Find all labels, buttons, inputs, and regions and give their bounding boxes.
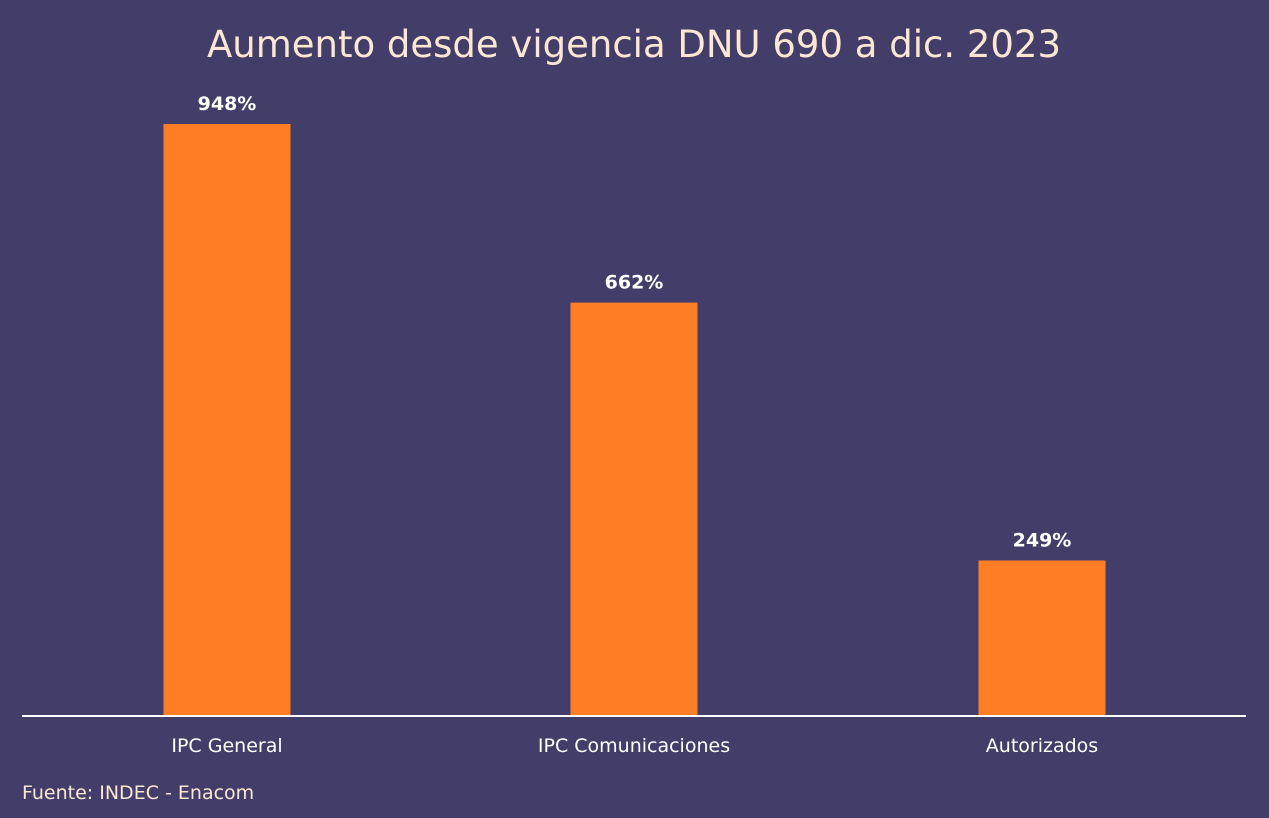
bars-group: 948% 662% 249% xyxy=(163,93,1106,716)
bar-2 xyxy=(570,302,698,716)
value-label-1: 948% xyxy=(198,93,257,115)
tick-label-2: IPC Comunicaciones xyxy=(538,735,730,757)
bar-3 xyxy=(978,560,1106,716)
tick-label-3: Autorizados xyxy=(986,735,1098,757)
value-label-3: 249% xyxy=(1013,530,1072,552)
tick-label-1: IPC General xyxy=(171,735,282,757)
source-note: Fuente: INDEC - Enacom xyxy=(22,782,254,804)
chart-title: Aumento desde vigencia DNU 690 a dic. 20… xyxy=(207,23,1061,66)
value-label-2: 662% xyxy=(605,272,664,294)
bar-1 xyxy=(163,124,291,716)
x-tick-labels: IPC General IPC Comunicaciones Autorizados xyxy=(171,735,1098,757)
